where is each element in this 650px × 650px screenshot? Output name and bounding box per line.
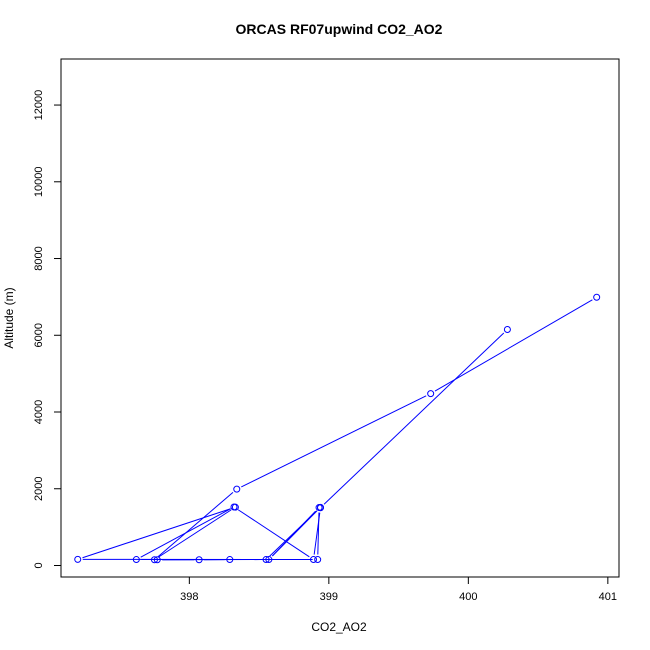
- data-point: [195, 556, 203, 564]
- data-point: [74, 555, 82, 563]
- series-segment: [323, 332, 505, 505]
- series-segment: [158, 509, 232, 558]
- y-tick-label: 8000: [33, 246, 45, 270]
- data-point: [132, 556, 140, 564]
- data-point: [230, 503, 238, 511]
- series-segment: [434, 299, 593, 392]
- data-point: [314, 556, 322, 564]
- series-segment: [313, 512, 321, 555]
- data-point: [503, 326, 511, 334]
- series-segment: [241, 395, 427, 488]
- data-point: [427, 390, 435, 398]
- y-tick-label: 12000: [33, 90, 45, 121]
- series-segment: [269, 510, 318, 557]
- data-point: [316, 504, 324, 512]
- y-tick-label: 2000: [33, 477, 45, 501]
- y-axis: 0 2000 4000 6000 8000 10000 12000: [33, 90, 61, 569]
- series-layer: [74, 293, 601, 564]
- data-point: [265, 556, 273, 564]
- data-point: [153, 556, 161, 564]
- plot-frame: [60, 58, 620, 578]
- y-axis-label: Altitude (m): [2, 287, 16, 348]
- y-tick-label: 0: [33, 562, 45, 568]
- series-segment: [82, 508, 231, 559]
- x-tick-label: 398: [180, 591, 198, 603]
- y-tick-label: 4000: [33, 400, 45, 424]
- data-point: [226, 556, 234, 564]
- x-axis: 398 399 400 401: [180, 576, 617, 603]
- x-tick-label: 400: [459, 591, 477, 603]
- x-axis-label: CO2_AO2: [311, 620, 367, 634]
- x-tick-label: 401: [599, 591, 617, 603]
- data-point: [262, 556, 270, 564]
- y-tick-label: 6000: [33, 323, 45, 347]
- data-point: [593, 293, 601, 301]
- series-segment: [237, 509, 310, 558]
- data-point: [233, 485, 241, 493]
- chart-title: ORCAS RF07upwind CO2_AO2: [236, 21, 443, 37]
- series-segment: [140, 508, 230, 558]
- data-point: [309, 556, 317, 564]
- x-tick-label: 399: [320, 591, 338, 603]
- y-tick-label: 10000: [33, 166, 45, 197]
- data-point: [150, 556, 158, 564]
- series-segment: [157, 492, 234, 557]
